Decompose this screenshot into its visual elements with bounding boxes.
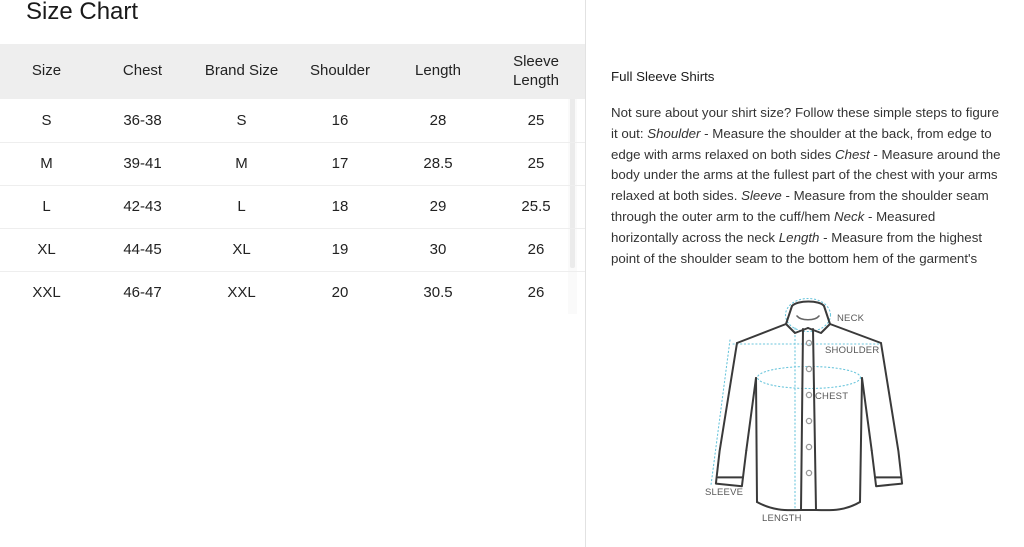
svg-text:CHEST: CHEST [815,391,848,402]
svg-text:NECK: NECK [837,313,865,324]
svg-text:SHOULDER: SHOULDER [825,345,879,356]
svg-text:LENGTH: LENGTH [762,513,802,524]
svg-text:SLEEVE: SLEEVE [705,487,743,498]
